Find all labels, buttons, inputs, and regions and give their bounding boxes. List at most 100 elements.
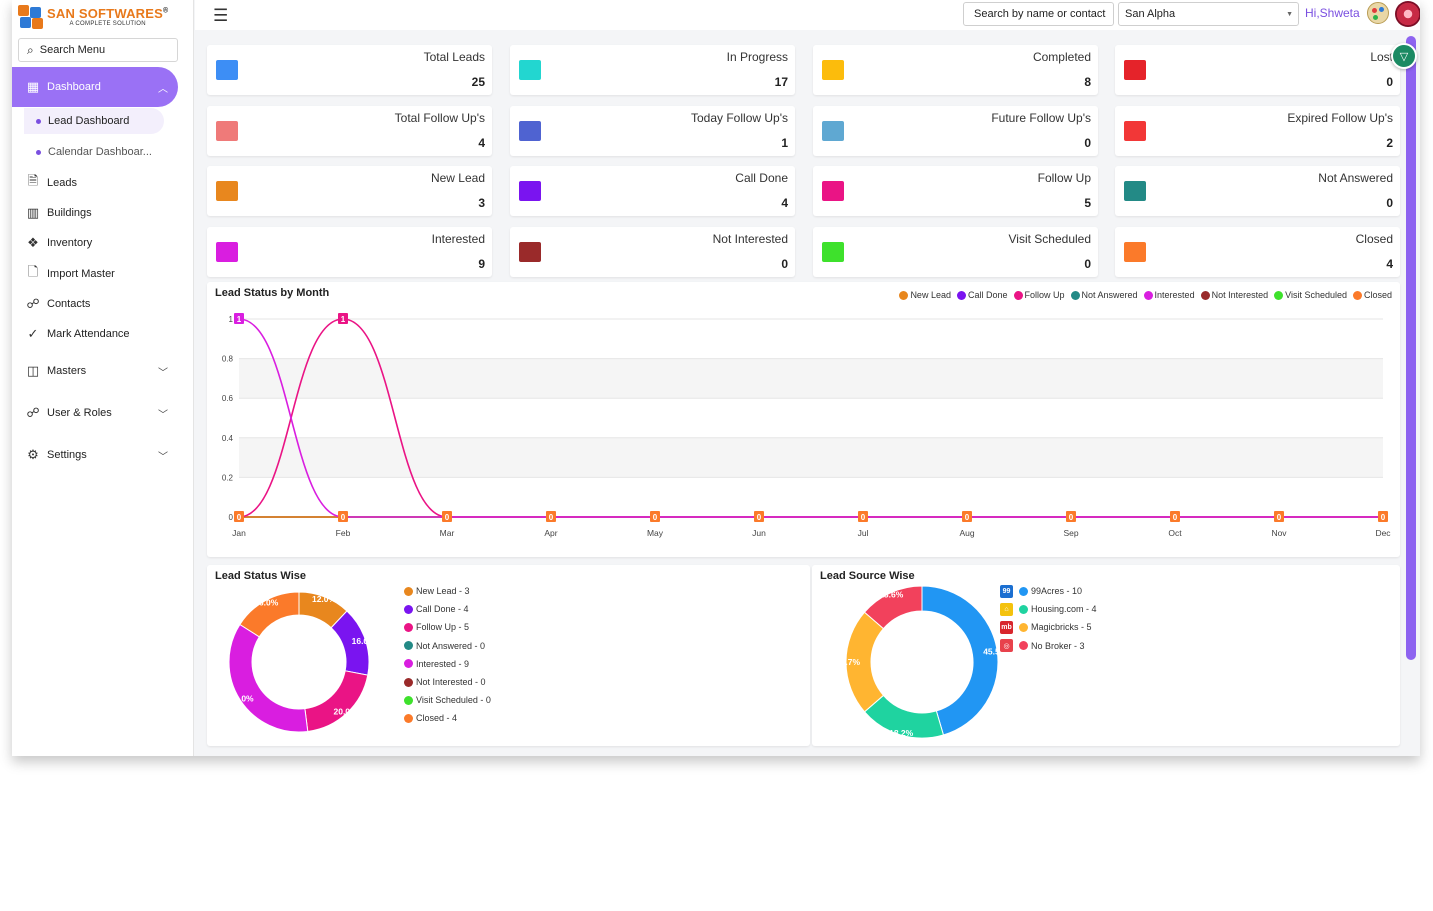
- stat-card-in-progress[interactable]: In Progress 17: [510, 45, 795, 95]
- search-contact-input[interactable]: Search by name or contact: [963, 2, 1114, 26]
- legend-item-call-done[interactable]: Call Done: [956, 290, 1008, 300]
- legend-item-new-lead[interactable]: New Lead - 3: [404, 582, 491, 600]
- sidebar-item-label: Buildings: [47, 207, 92, 219]
- status-donut-title: Lead Status Wise: [215, 570, 306, 582]
- sidebar-item-leads[interactable]: 🗎 Leads: [12, 171, 178, 195]
- stat-color-swatch-icon: [216, 181, 238, 201]
- legend-dot-icon: [1143, 290, 1153, 300]
- legend-item-no-broker[interactable]: ◎ No Broker - 3: [1000, 637, 1097, 655]
- donut-pct-label: 18.2%: [889, 728, 914, 738]
- series-line-interested: [238, 318, 1383, 518]
- sidebar-item-user-roles[interactable]: ☍ User & Roles ﹀: [12, 401, 178, 425]
- legend-item-closed[interactable]: Closed - 4: [404, 709, 491, 727]
- stat-card-new-lead[interactable]: New Lead 3: [207, 166, 492, 216]
- sidebar-item-import-master[interactable]: 🗋 Import Master: [12, 262, 178, 286]
- theme-palette-icon[interactable]: [1367, 2, 1389, 24]
- legend-item-call-done[interactable]: Call Done - 4: [404, 600, 491, 618]
- data-label-box: [338, 511, 348, 522]
- sidebar-subitem-label: Calendar Dashboar...: [48, 146, 152, 158]
- legend-label: Interested: [1154, 290, 1195, 300]
- stat-card-closed[interactable]: Closed 4: [1115, 227, 1400, 277]
- legend-item-visit-scheduled[interactable]: Visit Scheduled: [1274, 290, 1347, 300]
- legend-item-not-answered[interactable]: Not Answered: [1070, 290, 1138, 300]
- stat-card-total-follow-up-s[interactable]: Total Follow Up's 4: [207, 106, 492, 156]
- stat-card-label: Lost: [1370, 50, 1393, 64]
- legend-item-not-answered[interactable]: Not Answered - 0: [404, 637, 491, 655]
- legend-item-closed[interactable]: Closed: [1352, 290, 1392, 300]
- donut-slice-99acres[interactable]: [921, 585, 999, 736]
- project-select[interactable]: San Alpha ▼: [1118, 2, 1299, 26]
- legend-item-follow-up[interactable]: Follow Up - 5: [404, 618, 491, 636]
- sidebar-item-label: Inventory: [47, 237, 93, 249]
- hamburger-menu-icon[interactable]: ☰: [213, 6, 229, 25]
- stat-card-value: 17: [774, 75, 788, 89]
- stat-card-total-leads[interactable]: Total Leads 25: [207, 45, 492, 95]
- status-donut-legend: New Lead - 3 Call Done - 4 Follow Up - 5 No…: [404, 582, 491, 728]
- line-chart-legend: New Lead Call Done Follow Up Not Answered In…: [893, 290, 1392, 300]
- stat-card-value: 0: [781, 257, 788, 271]
- donut-pct-label: 12.0%: [312, 594, 337, 604]
- brand-logo[interactable]: SAN SOFTWARES® A COMPLETE SOLUTION: [18, 4, 168, 30]
- stat-card-future-follow-up-s[interactable]: Future Follow Up's 0: [813, 106, 1098, 156]
- search-menu-input[interactable]: ⌕ Search Menu: [18, 38, 178, 62]
- search-contact-placeholder: Search by name or contact: [974, 8, 1106, 20]
- stat-card-not-answered[interactable]: Not Answered 0: [1115, 166, 1400, 216]
- legend-item-magicbricks[interactable]: mb Magicbricks - 5: [1000, 618, 1097, 636]
- legend-dot-icon: [404, 695, 413, 705]
- check-double-icon: ✓: [27, 326, 39, 341]
- contacts-icon: ☍: [26, 296, 40, 311]
- sidebar-item-settings[interactable]: ⚙ Settings ﹀: [12, 443, 178, 467]
- sidebar-subitem-calendar-dashboard[interactable]: Calendar Dashboar...: [24, 139, 164, 165]
- legend-item-99acres[interactable]: 99 99Acres - 10: [1000, 582, 1097, 600]
- donut-slice-interested[interactable]: [228, 623, 309, 733]
- donut-pct-label: 16.0%: [352, 636, 377, 646]
- user-greeting[interactable]: Hi,Shweta: [1305, 6, 1360, 20]
- legend-dot-icon: [1019, 586, 1028, 596]
- legend-item-not-interested[interactable]: Not Interested - 0: [404, 673, 491, 691]
- legend-item-not-interested[interactable]: Not Interested: [1200, 290, 1268, 300]
- stat-color-swatch-icon: [216, 242, 238, 262]
- sidebar-item-inventory[interactable]: ❖ Inventory: [12, 231, 178, 255]
- sidebar-subitem-lead-dashboard[interactable]: Lead Dashboard: [24, 108, 164, 134]
- stat-card-completed[interactable]: Completed 8: [813, 45, 1098, 95]
- legend-dot-icon: [404, 677, 413, 687]
- sidebar-item-dashboard[interactable]: ▦ Dashboard ︿: [12, 67, 178, 107]
- legend-item-housing-com[interactable]: ⌂ Housing.com - 4: [1000, 600, 1097, 618]
- data-label: 0: [653, 513, 658, 522]
- chevron-down-icon: ﹀: [158, 367, 168, 379]
- app-window: SAN SOFTWARES® A COMPLETE SOLUTION ⌕ Sea…: [12, 0, 1420, 756]
- avatar[interactable]: [1395, 1, 1420, 27]
- sidebar-item-masters[interactable]: ◫ Masters ﹀: [12, 359, 178, 383]
- donut-slice-follow-up[interactable]: [304, 670, 369, 733]
- users-icon: ☍: [26, 405, 40, 420]
- stat-card-follow-up[interactable]: Follow Up 5: [813, 166, 1098, 216]
- legend-item-interested[interactable]: Interested - 9: [404, 655, 491, 673]
- vertical-scrollbar[interactable]: [1406, 36, 1416, 660]
- legend-label: Follow Up - 5: [416, 622, 470, 633]
- line-chart: 0 0.2 0.4 0.6 0.8 1 Jan Feb Mar Apr May Jun Jul Aug Se…: [222, 313, 1391, 538]
- legend-item-follow-up[interactable]: Follow Up: [1013, 290, 1065, 300]
- stat-card-interested[interactable]: Interested 9: [207, 227, 492, 277]
- stat-card-call-done[interactable]: Call Done 4: [510, 166, 795, 216]
- sidebar-item-buildings[interactable]: ▥ Buildings: [12, 201, 178, 225]
- donut-slice-no-broker[interactable]: [863, 585, 923, 630]
- stat-card-value: 0: [1386, 75, 1393, 89]
- sidebar-item-contacts[interactable]: ☍ Contacts: [12, 292, 178, 316]
- stat-card-lost[interactable]: Lost 0: [1115, 45, 1400, 95]
- donut-slice-closed[interactable]: [239, 591, 300, 638]
- stat-card-visit-scheduled[interactable]: Visit Scheduled 0: [813, 227, 1098, 277]
- data-label: 0: [1173, 513, 1178, 522]
- stat-card-expired-follow-up-s[interactable]: Expired Follow Up's 2: [1115, 106, 1400, 156]
- layout-icon: ◫: [26, 363, 40, 378]
- filter-button[interactable]: ▽: [1391, 43, 1417, 69]
- data-label: 0: [237, 513, 242, 522]
- stat-card-today-follow-up-s[interactable]: Today Follow Up's 1: [510, 106, 795, 156]
- legend-item-visit-scheduled[interactable]: Visit Scheduled - 0: [404, 691, 491, 709]
- stat-color-swatch-icon: [216, 60, 238, 80]
- sidebar-item-mark-attendance[interactable]: ✓ Mark Attendance: [12, 322, 178, 346]
- legend-item-new-lead[interactable]: New Lead: [899, 290, 951, 300]
- grid-band: [239, 358, 1383, 399]
- building-icon: ▥: [26, 205, 40, 220]
- stat-card-not-interested[interactable]: Not Interested 0: [510, 227, 795, 277]
- legend-item-interested[interactable]: Interested: [1143, 290, 1195, 300]
